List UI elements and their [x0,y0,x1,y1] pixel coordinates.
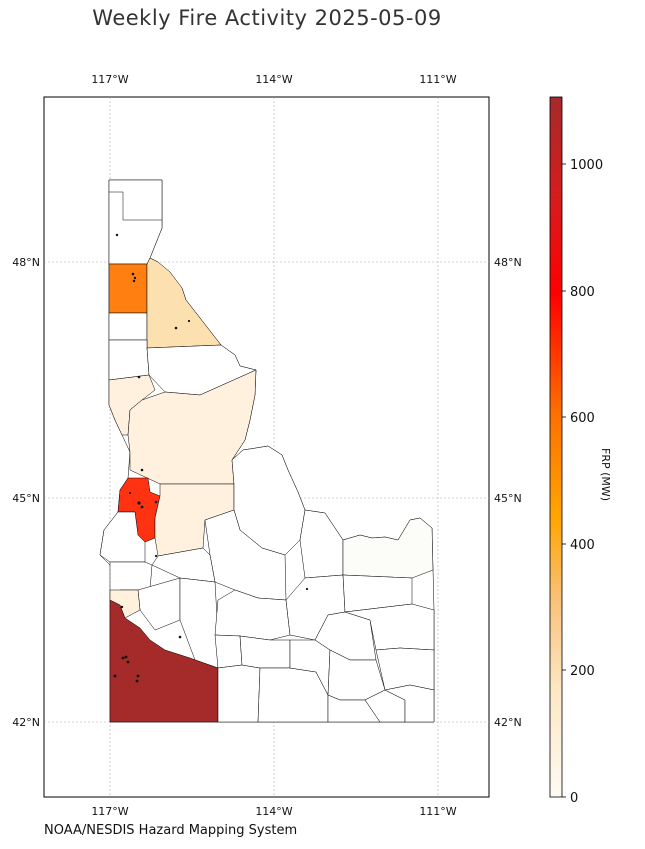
fire-point [132,279,136,283]
fire-point [113,674,117,678]
fire-point [128,491,132,495]
fire-point [135,679,139,683]
fire-point [137,375,141,379]
county-kootenai [108,312,148,341]
fire-point [305,587,309,591]
fire-point [137,501,141,505]
lon-label-top-111: 111°W [419,73,456,86]
map-title: Weekly Fire Activity 2025-05-09 [92,6,442,30]
fire-point [154,554,158,558]
fire-point [140,468,144,472]
county-bonner [108,263,148,314]
idaho-counties [99,179,435,723]
colorbar-tick-600: 600 [570,411,595,426]
county-washington [99,511,146,563]
lat-label-left-42: 42°N [12,716,40,729]
fire-point [121,656,125,660]
colorbar-tick-0: 0 [570,791,578,806]
county-twin-falls [217,664,261,723]
fire-point [140,505,144,509]
lat-label-left-45: 45°N [12,492,40,505]
colorbar-tick-400: 400 [570,538,595,553]
county-gem [109,589,141,619]
colorbar-title: FRP (MW) [599,448,612,502]
county-cassia [257,667,329,723]
colorbar-ticks [562,163,566,798]
source-credit: NOAA/NESDIS Hazard Mapping System [44,823,298,838]
fire-point [115,233,119,237]
colorbar-tick-200: 200 [570,664,595,679]
lon-label-bottom-114: 114°W [255,805,292,818]
fire-point [187,319,191,323]
fire-point [133,276,137,280]
lon-label-bottom-111: 111°W [419,805,456,818]
colorbar-tick-1000: 1000 [570,158,603,173]
lon-label-top-114: 114°W [255,73,292,86]
fire-point [131,272,135,276]
fire-point [178,635,182,639]
lat-label-right-42: 42°N [494,716,522,729]
county-bear-lake [384,684,435,723]
fire-point [136,674,140,678]
fire-point [124,655,128,659]
colorbar [549,96,563,798]
fire-detections [113,233,309,683]
fire-point [120,605,124,609]
county-adams [117,477,161,543]
county-gooding [214,634,243,669]
lat-label-right-45: 45°N [494,492,522,505]
county-benewah [108,339,150,381]
lon-label-bottom-117: 117°W [91,805,128,818]
lon-label-top-117: 117°W [91,73,128,86]
fire-point [174,326,178,330]
county-caribou [375,647,435,691]
lat-label-right-48: 48°N [494,256,522,269]
county-boundary-inner [109,191,162,221]
colorbar-tick-800: 800 [570,285,595,300]
county-jerome [239,635,291,669]
fire-point [126,660,130,664]
fire-point [154,500,158,504]
lat-label-left-48: 48°N [12,256,40,269]
